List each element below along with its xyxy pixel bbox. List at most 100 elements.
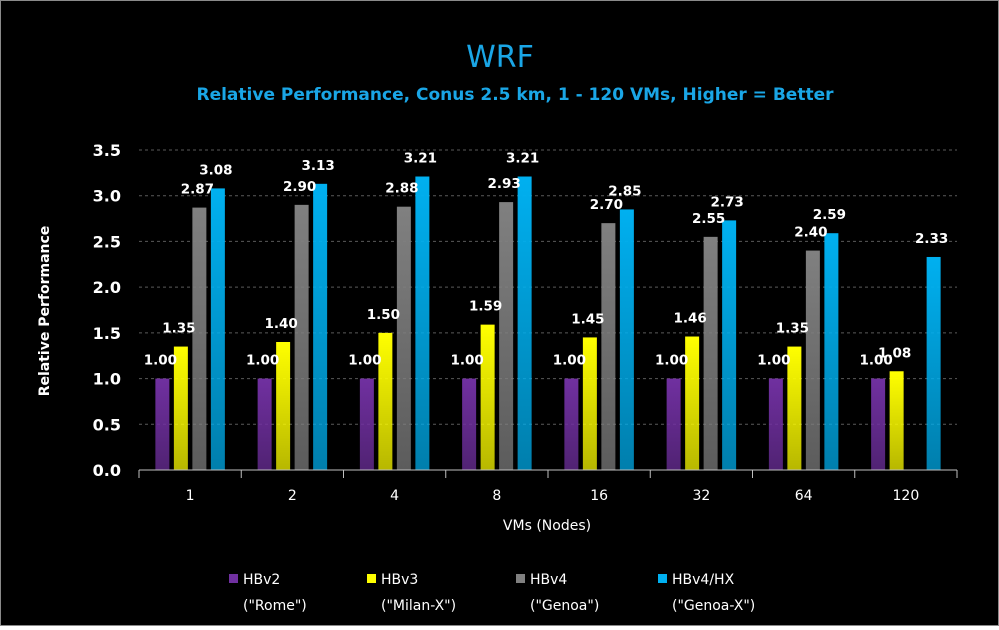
bar-hbv2-1: [155, 378, 170, 470]
bar-hbv2-120: [871, 378, 886, 470]
bar-hbv4-hx-120: [926, 256, 941, 470]
bars: [155, 176, 941, 471]
data-labels: 1.00 1.35 2.87 3.08 1.00 1.40 2.90 3.13 1.00 1.50…: [144, 151, 949, 369]
x-tick-label: 4: [390, 488, 399, 504]
legend-label: HBv2: [243, 572, 280, 588]
data-label: 3.21: [404, 151, 437, 167]
y-tick-label: 1.0: [93, 370, 121, 389]
data-label: 1.50: [367, 307, 400, 323]
data-label: 1.08: [878, 345, 911, 361]
legend-swatch: [229, 574, 238, 583]
bar-hbv4-8: [499, 202, 514, 470]
y-tick-label: 2.5: [93, 232, 121, 251]
data-label: 2.88: [385, 181, 418, 197]
x-tick-label: 32: [692, 488, 710, 504]
bar-hbv4-64: [805, 250, 820, 470]
bar-hbv4-hx-4: [415, 176, 430, 470]
x-tick-label: 120: [893, 488, 920, 504]
bar-hbv3-120: [889, 371, 904, 470]
y-axis-label: Relative Performance: [37, 226, 53, 397]
data-label: 1.40: [264, 316, 297, 332]
axes: 0.0 0.5 1.0 1.5 2.0 2.5 3.0 3.5 1 2 4 8 16 32 64 120: [93, 141, 958, 504]
bar-hbv3-16: [582, 337, 597, 470]
data-label: 1.00: [144, 353, 177, 369]
bar-hbv2-32: [666, 378, 681, 470]
data-label: 3.21: [506, 151, 539, 167]
legend-label-sub: ("Genoa-X"): [672, 598, 755, 614]
bar-hbv4-1: [192, 207, 207, 470]
bar-hbv2-16: [564, 378, 579, 470]
bar-hbv3-64: [787, 346, 802, 470]
bar-hbv3-1: [173, 346, 188, 470]
bar-hbv2-4: [359, 378, 374, 470]
bar-hbv4-hx-2: [313, 183, 328, 471]
legend-swatch: [658, 574, 667, 583]
data-label: 3.13: [301, 158, 334, 174]
data-label: 1.00: [246, 353, 279, 369]
y-tick-label: 0.5: [93, 415, 121, 434]
data-label: 1.35: [162, 321, 195, 337]
y-tick-label: 2.0: [93, 278, 121, 297]
data-label: 1.00: [553, 353, 586, 369]
bar-hbv3-4: [378, 332, 393, 470]
data-label: 2.87: [181, 182, 214, 198]
bar-hbv4-hx-32: [722, 220, 737, 470]
bar-hbv4-2: [294, 204, 309, 470]
data-label: 1.59: [469, 299, 502, 315]
legend-label: HBv4: [530, 572, 567, 588]
data-label: 2.40: [794, 225, 827, 241]
bar-hbv3-32: [685, 336, 700, 470]
data-label: 3.08: [199, 162, 232, 178]
x-tick-label: 1: [186, 488, 195, 504]
data-label: 1.46: [673, 311, 706, 327]
bar-hbv4-32: [703, 236, 718, 470]
y-tick-label: 3.0: [93, 187, 121, 206]
data-label: 1.35: [776, 321, 809, 337]
data-label: 2.85: [608, 183, 641, 199]
bar-hbv2-8: [462, 378, 477, 470]
legend: HBv2 ("Rome") HBv3 ("Milan-X") HBv4 ("Genoa")…: [229, 572, 755, 614]
bar-hbv4-hx-8: [517, 176, 532, 470]
y-tick-label: 0.0: [93, 461, 121, 480]
chart-title: WRF: [466, 40, 534, 75]
legend-swatch: [367, 574, 376, 583]
x-tick-label: 16: [590, 488, 608, 504]
bar-hbv4-hx-16: [619, 209, 634, 470]
data-label: 2.93: [487, 176, 520, 192]
data-label: 1.00: [859, 353, 892, 369]
legend-label-sub: ("Milan-X"): [381, 598, 456, 614]
bar-hbv4-4: [396, 206, 411, 470]
data-label: 2.70: [590, 197, 623, 213]
data-label: 1.45: [571, 311, 604, 327]
data-label: 2.55: [692, 211, 725, 227]
y-tick-label: 3.5: [93, 141, 121, 160]
x-tick-label: 2: [288, 488, 297, 504]
gridlines: [139, 149, 957, 425]
bar-hbv3-8: [480, 324, 495, 470]
data-label: 1.00: [757, 353, 790, 369]
bar-hbv2-64: [768, 378, 783, 470]
x-tick-label: 64: [795, 488, 813, 504]
data-label: 1.00: [450, 353, 483, 369]
legend-label-sub: ("Rome"): [243, 598, 307, 614]
data-label: 2.59: [813, 207, 846, 223]
chart-subtitle: Relative Performance, Conus 2.5 km, 1 - …: [196, 85, 834, 105]
legend-label: HBv3: [381, 572, 418, 588]
x-tick-label: 8: [492, 488, 501, 504]
data-label: 1.00: [655, 353, 688, 369]
data-label: 1.00: [348, 353, 381, 369]
bar-hbv2-2: [257, 378, 272, 470]
data-label: 2.90: [283, 179, 316, 195]
y-tick-label: 1.5: [93, 324, 121, 343]
bar-hbv4-hx-64: [824, 233, 839, 470]
bar-hbv4-hx-1: [210, 188, 225, 470]
bar-hbv3-2: [276, 342, 291, 470]
legend-label: HBv4/HX: [672, 572, 735, 588]
legend-swatch: [516, 574, 525, 583]
legend-label-sub: ("Genoa"): [530, 598, 599, 614]
data-label: 2.73: [710, 194, 743, 210]
data-label: 2.33: [915, 231, 948, 247]
x-axis-label: VMs (Nodes): [503, 518, 591, 534]
